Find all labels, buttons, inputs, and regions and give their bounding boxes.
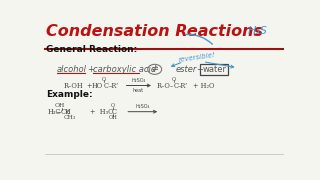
Text: R–O–: R–O– [156, 82, 173, 89]
Text: +  H₃C: + H₃C [90, 108, 113, 116]
Text: +: + [196, 65, 204, 74]
Text: C: C [173, 82, 178, 89]
Text: OH: OH [108, 115, 117, 120]
Text: H₂SO₄: H₂SO₄ [135, 104, 149, 109]
Text: OH: OH [55, 103, 65, 108]
Text: Example:: Example: [46, 90, 93, 99]
Text: C: C [112, 108, 117, 116]
Text: + H₂O: + H₂O [193, 82, 214, 89]
Text: H₃C: H₃C [48, 108, 61, 116]
Text: HO: HO [92, 82, 103, 89]
FancyBboxPatch shape [200, 64, 228, 75]
Text: reversible!: reversible! [178, 52, 216, 63]
Text: –R’: –R’ [109, 82, 119, 89]
Text: ester: ester [176, 65, 197, 74]
Text: CH₃: CH₃ [63, 115, 76, 120]
Text: carboxylic acid: carboxylic acid [93, 65, 156, 74]
Text: O: O [172, 77, 176, 82]
Text: General Reaction:: General Reaction: [46, 45, 138, 54]
Text: heat: heat [133, 88, 144, 93]
Text: H₂SO₄: H₂SO₄ [131, 78, 146, 83]
Text: CH: CH [60, 108, 71, 116]
Text: O: O [111, 103, 115, 108]
Text: alcohol: alcohol [57, 65, 87, 74]
Text: –R’: –R’ [178, 82, 188, 89]
Text: H₂S: H₂S [248, 26, 268, 36]
Ellipse shape [148, 64, 162, 74]
Text: water: water [202, 65, 226, 74]
Text: ⇌: ⇌ [151, 65, 158, 74]
Text: +: + [86, 82, 92, 89]
Text: R–OH: R–OH [63, 82, 83, 89]
Text: C: C [104, 82, 108, 89]
Text: +: + [87, 65, 94, 74]
Text: O: O [102, 77, 107, 82]
Text: Condensation Reactions: Condensation Reactions [46, 24, 263, 39]
